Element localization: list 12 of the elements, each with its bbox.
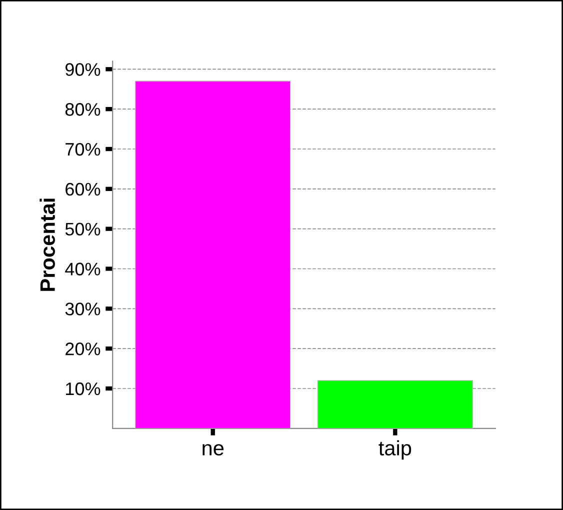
y-tick-label: 40% <box>65 262 100 276</box>
y-axis-title: Procentai <box>40 198 55 291</box>
y-tick-label: 10% <box>66 382 100 396</box>
y-tick-label: 20% <box>66 342 100 356</box>
y-tick-label: 90% <box>66 63 100 76</box>
x-tick-label: taip <box>378 440 412 460</box>
y-tick-label: 70% <box>66 142 100 156</box>
x-tick-label: ne <box>202 444 224 456</box>
y-tick-label: 60% <box>66 182 100 196</box>
y-tick-label: 30% <box>65 302 100 316</box>
y-tick-label: 50% <box>65 222 100 236</box>
y-tick-label: 80% <box>65 103 100 116</box>
